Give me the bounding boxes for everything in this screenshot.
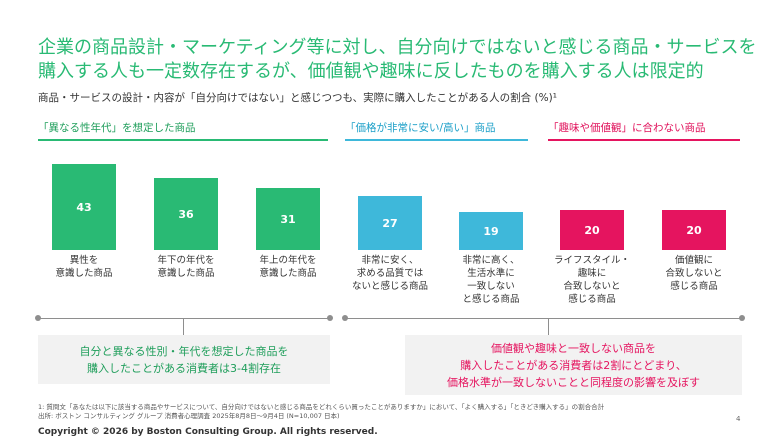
bar-value-label-4: 27 bbox=[382, 217, 397, 230]
bar-1 bbox=[52, 164, 116, 250]
bar-chart: 43 異性を意識した商品 36 年下の年代を意識した商品 31 年上の年代を意識した商品 2… bbox=[52, 164, 726, 305]
bar-value-label-7: 20 bbox=[686, 224, 702, 237]
right-bracket-line bbox=[345, 318, 742, 319]
bar-value-label-3: 31 bbox=[280, 213, 295, 226]
bar-value-label-5: 19 bbox=[483, 225, 498, 238]
copyright: Copyright © 2026 by Boston Consulting Gr… bbox=[38, 427, 378, 437]
page-number: 4 bbox=[736, 415, 741, 423]
bar-3 bbox=[256, 188, 320, 250]
category-label-1: 異性を意識した商品 bbox=[55, 254, 112, 279]
bar-4 bbox=[358, 196, 422, 250]
bar-5 bbox=[459, 212, 523, 250]
callout-values-text: 価値観や趣味と一致しない商品を 購入したことがある消費者は2割にとどまり、 価格… bbox=[447, 341, 700, 389]
category-label-2: 年下の年代を意識した商品 bbox=[157, 254, 214, 279]
group-header-price: 「価格が非常に安い/高い」商品 bbox=[345, 120, 528, 141]
bar-7 bbox=[662, 210, 726, 250]
bar-2 bbox=[154, 178, 218, 250]
category-label-6: ライフスタイル・趣味に合致しないと感じる商品 bbox=[554, 255, 630, 305]
right-bracket-start-dot bbox=[342, 315, 348, 321]
right-callout-connector bbox=[548, 318, 549, 335]
left-bracket-line bbox=[38, 318, 330, 319]
bar-value-label-1: 43 bbox=[76, 201, 91, 214]
page-title: 企業の商品設計・マーケティング等に対し、自分向けではないと感じる商品・サービスを… bbox=[38, 37, 757, 82]
bar-value-label-6: 20 bbox=[584, 224, 600, 237]
category-label-5: 非常に高く、生活水準に一致しないと感じる商品 bbox=[462, 254, 519, 305]
callout-age-gender-text: 自分と異なる性別・年代を想定した商品を 購入したことがある消費者は3-4割存在 bbox=[79, 344, 289, 375]
right-bracket-end-dot bbox=[739, 315, 745, 321]
footnote: 1: 質問文「あなたは以下に該当する商品やサービスについて、自分向けではないと感… bbox=[38, 403, 605, 420]
category-label-4: 非常に安く、求める品質ではないと感じる商品 bbox=[352, 254, 428, 292]
left-callout-connector bbox=[183, 318, 184, 335]
callout-age-gender: 自分と異なる性別・年代を想定した商品を 購入したことがある消費者は3-4割存在 bbox=[38, 335, 330, 384]
left-bracket-start-dot bbox=[35, 315, 41, 321]
group-header-age-gender: 「異なる性年代」を想定した商品 bbox=[38, 120, 328, 141]
left-bracket-end-dot bbox=[327, 315, 333, 321]
group-header-values: 「趣味や価値観」に合わない商品 bbox=[548, 120, 740, 141]
bar-6 bbox=[560, 210, 624, 250]
chart-subtitle: 商品・サービスの設計・内容が「自分向けではない」と感じつつも、実際に購入したこと… bbox=[38, 92, 557, 104]
callout-values: 価値観や趣味と一致しない商品を 購入したことがある消費者は2割にとどまり、 価格… bbox=[405, 335, 742, 395]
bar-value-label-2: 36 bbox=[178, 208, 194, 221]
category-label-3: 年上の年代を意識した商品 bbox=[259, 254, 316, 279]
category-label-7: 価値観に合致しないと感じる商品 bbox=[665, 254, 722, 292]
